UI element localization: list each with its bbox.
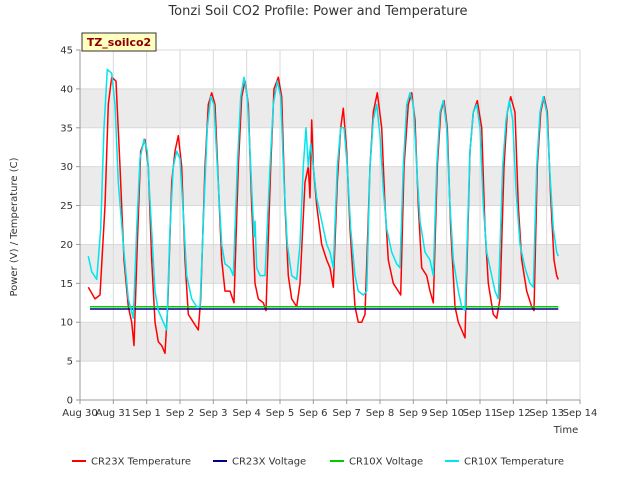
x-tick-label: Aug 30 [62, 408, 97, 419]
x-tick-label: Sep 4 [232, 408, 260, 419]
legend: CR23X Temperature CR23X Voltage CR10X Volt… [72, 457, 564, 468]
x-tick-label: Aug 31 [96, 408, 131, 419]
y-tick-label: 35 [60, 123, 73, 134]
y-tick-label: 25 [60, 201, 73, 212]
y-tick-label: 30 [60, 162, 73, 173]
x-tick-label: Sep 12 [496, 408, 531, 419]
y-tick-label: 40 [60, 84, 73, 95]
x-axis-label: Time [553, 425, 578, 436]
x-tick-label: Sep 2 [166, 408, 194, 419]
x-tick-label: Sep 7 [332, 408, 360, 419]
badge-box [81, 32, 157, 52]
plot-band [80, 322, 580, 362]
y-tick-label: 5 [67, 357, 73, 368]
legend-label: CR23X Voltage [232, 457, 306, 468]
plot-background [80, 50, 580, 400]
y-tick-label: 15 [60, 279, 73, 290]
x-tick-label: Sep 3 [199, 408, 227, 419]
y-tick-label: 20 [60, 240, 73, 251]
y-tick-label: 0 [67, 396, 73, 407]
x-tick-label: Sep 9 [399, 408, 427, 419]
y-axis-label: Power (V) / Temperature (C) [9, 157, 20, 296]
legend-label: CR10X Temperature [464, 457, 564, 468]
legend-label: CR23X Temperature [91, 457, 191, 468]
y-tick-label: 45 [60, 46, 73, 57]
x-tick-label: Sep 10 [429, 408, 464, 419]
x-tick-label: Sep 8 [366, 408, 394, 419]
x-tick-label: Sep 1 [132, 408, 160, 419]
grid [79, 49, 581, 401]
x-tick-label: Sep 6 [299, 408, 327, 419]
x-tick-label: Sep 14 [563, 408, 598, 419]
plot-band [80, 88, 580, 128]
x-tick-label: Sep 11 [463, 408, 498, 419]
series-line-cr10x-temperature [87, 68, 559, 331]
badge: TZ_soilco2 [81, 32, 157, 52]
x-tick-label: Sep 5 [266, 408, 294, 419]
legend-label: CR10X Voltage [349, 457, 423, 468]
plot-band [80, 166, 580, 206]
series-layer [87, 68, 559, 355]
chart-title: Tonzi Soil CO2 Profile: Power and Temper… [167, 4, 467, 19]
badge-label: TZ_soilco2 [87, 36, 151, 49]
x-tick-label: Sep 13 [529, 408, 564, 419]
y-tick-label: 10 [60, 318, 73, 329]
